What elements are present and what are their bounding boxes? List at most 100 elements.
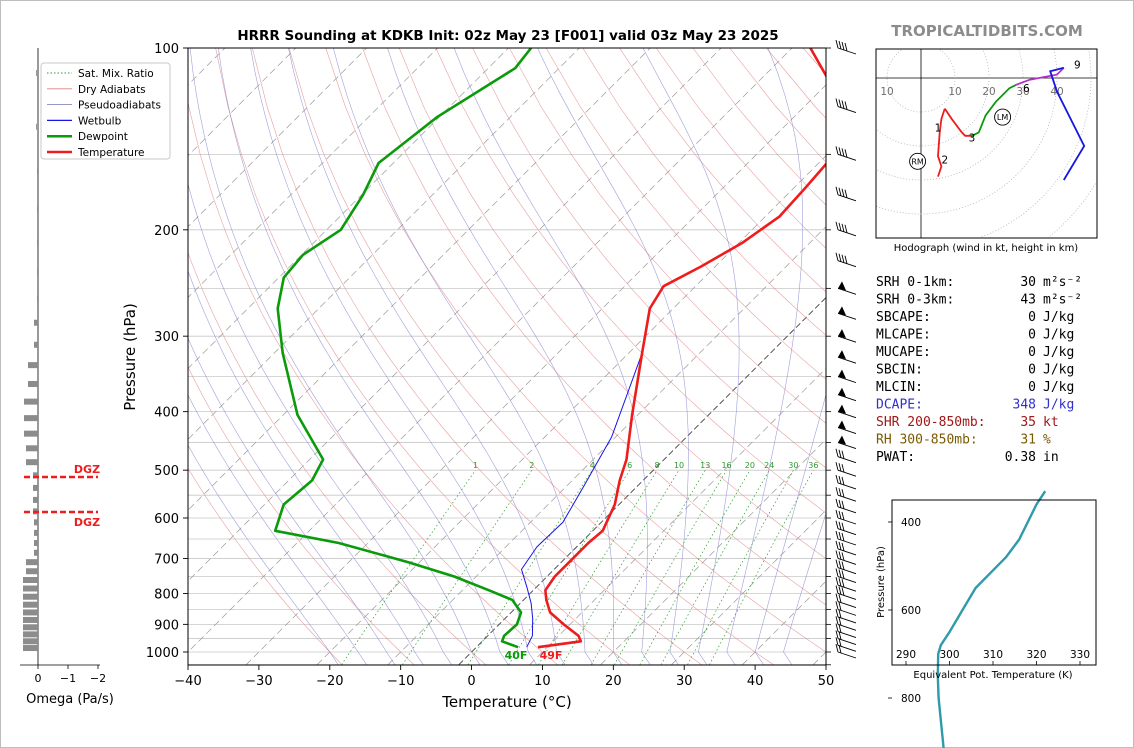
wind-barb [835,474,857,490]
dgz-label-top: DGZ [74,463,100,476]
isotherm-line [742,580,826,665]
index-label: SBCAPE: [876,310,931,325]
omega-bar [23,624,38,631]
moist-adiabat [188,182,452,665]
mixing-ratio-line [402,470,533,665]
isotherm-line [188,48,722,582]
moist-adiabat [726,48,804,665]
mixing-ratio-label: 4 [590,461,595,470]
index-unit: J/kg [1043,380,1074,395]
index-unit: kt [1043,415,1059,430]
omega-bar [24,398,38,405]
y-tick-label: 300 [154,330,179,345]
index-row: DCAPE: 348 J/kg [876,398,1074,413]
wind-barb [835,623,857,638]
moist-adiabat [189,48,481,665]
hodograph-height-label: 3 [969,133,976,145]
omega-bar [34,529,38,536]
wind-barb [835,39,857,55]
index-unit: m²s⁻² [1043,275,1082,290]
omega-bar [33,472,38,479]
hodograph-ring [977,49,1092,238]
dry-adiabat [215,48,630,665]
moist-adiabat [783,512,826,665]
theta-e-x-tick-label: 310 [983,649,1003,661]
wind-barb [837,350,857,364]
hodograph-ring-label: 20 [982,86,995,98]
isotherm-line [245,84,826,665]
wind-barb [835,448,857,464]
omega-bar [36,70,38,77]
index-unit: m²s⁻² [1043,293,1082,308]
mixing-ratio-line [660,470,770,665]
mixing-ratio-line [508,470,630,665]
hodograph-ring [876,49,990,147]
index-label: RH 300-850mb: [876,433,978,448]
hodograph-trace [971,83,1017,137]
mixing-ratio-line [639,470,751,665]
theta-e-x-tick-label: 300 [939,649,959,661]
omega-tick-label: 0 [35,672,42,685]
y-tick-label: 1000 [146,646,179,661]
omega-bar [28,381,38,388]
index-label: MLCIN: [876,380,923,395]
omega-bar [23,577,38,584]
mixing-ratio-label: 6 [627,461,632,470]
index-value: 0 [1028,380,1036,395]
wetbulb-profile-line [521,48,826,648]
index-label: SHR 200-850mb: [876,415,986,430]
theta-e-y-label: Pressure (hPa) [876,546,887,618]
x-tick-label: 20 [605,674,622,689]
omega-tick-label: −1 [60,672,76,685]
hodograph-trace [1049,66,1086,181]
mixing-ratio-line [538,470,658,665]
index-label: PWAT: [876,450,915,465]
skewt-axes-frame [187,47,827,666]
mixing-ratio-line [613,470,727,665]
omega-bar [23,609,38,616]
index-value: 0 [1028,363,1036,378]
isotherm-line [188,48,297,157]
theta-e-x-tick-label: 320 [1026,649,1046,661]
omega-bar [34,540,38,547]
index-row: MUCAPE: 0 J/kg [876,345,1074,360]
surface-dewpoint-label: 40F [505,649,528,662]
isotherm-line [671,509,826,665]
dry-adiabat [188,99,558,665]
index-unit: J/kg [1043,398,1074,413]
omega-tick-label: −2 [90,672,106,685]
y-tick-label: 500 [154,464,179,479]
wind-barb [837,387,857,402]
dry-adiabat [545,48,826,380]
dry-adiabat [435,48,826,514]
index-unit: in [1043,450,1059,465]
omega-bar [23,601,38,608]
legend-entry: Pseudoadiabats [78,100,161,112]
dgz-label-bottom: DGZ [74,516,100,529]
mixing-ratio-line [561,470,680,665]
dry-adiabat [398,48,826,559]
moist-adiabat [288,48,566,665]
legend: Sat. Mix. Ratio Dry Adiabats Pseudoadiabat… [40,62,171,160]
moist-adiabat [333,48,594,665]
mixing-ratio-label: 13 [700,461,710,470]
index-unit: J/kg [1043,363,1074,378]
isotherm-line [316,155,826,665]
dry-adiabat [766,48,826,119]
wind-barb [835,637,857,652]
omega-bar [26,559,38,566]
mixing-ratio-label: 10 [674,461,684,470]
index-value: 348 [1013,398,1036,413]
isotherm-line [387,226,826,665]
omega-bar [23,645,38,652]
moist-adiabat [754,393,826,665]
index-unit: % [1043,433,1051,448]
wind-barb [835,509,857,525]
wind-barb [835,643,857,659]
omega-bar [26,459,38,466]
x-tick-label: 10 [534,674,551,689]
wind-barb [837,306,857,320]
index-value: 43 [1020,293,1036,308]
isotherm-line [188,48,367,228]
